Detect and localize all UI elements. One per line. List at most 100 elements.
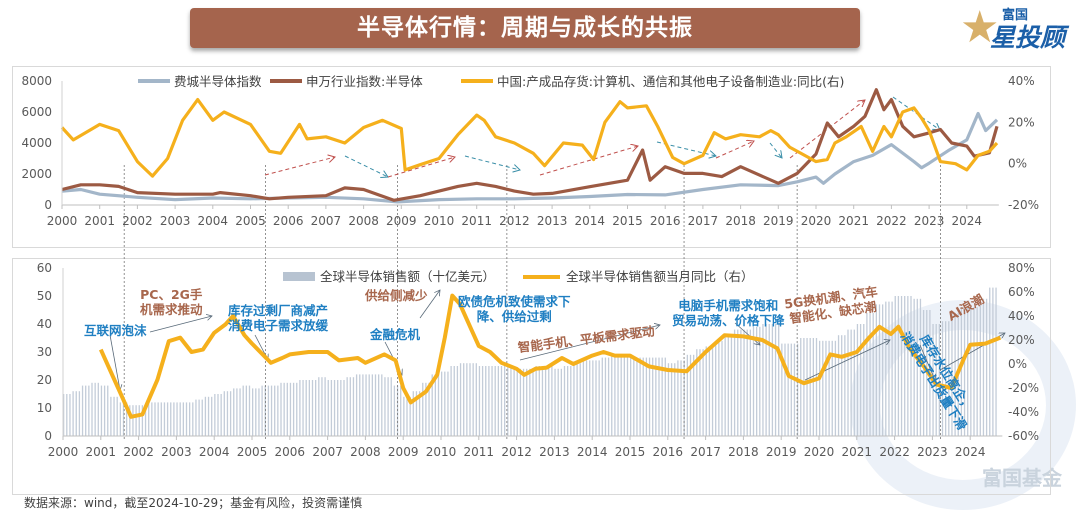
y-left-tick-label: 10 xyxy=(37,401,52,415)
sales-bar xyxy=(63,394,65,436)
x-tick-label: 2011 xyxy=(464,445,495,459)
x-tick-label: 2018 xyxy=(725,214,756,228)
sales-bar xyxy=(330,380,333,436)
sales-bar xyxy=(381,374,383,436)
sales-bar xyxy=(418,391,421,436)
sales-bar xyxy=(708,346,711,436)
x-tick-label: 2019 xyxy=(766,445,797,459)
sales-bar xyxy=(592,360,594,436)
sales-bar xyxy=(368,374,370,436)
annotation-line: PC、2G手 xyxy=(140,287,203,302)
sales-bar xyxy=(976,307,978,436)
sales-bar xyxy=(97,382,99,436)
x-tick-label: 2020 xyxy=(804,445,835,459)
sales-bar xyxy=(831,340,833,436)
sales-bar xyxy=(721,340,723,436)
sales-bar xyxy=(733,329,736,436)
x-tick-label: 2002 xyxy=(123,445,154,459)
sales-bar xyxy=(286,382,288,436)
sales-bar xyxy=(425,382,427,436)
x-tick-label: 2000 xyxy=(48,445,79,459)
sales-bar xyxy=(677,360,679,436)
sales-bar xyxy=(882,304,884,436)
annotation-line: 欧债危机致使需求下 xyxy=(458,294,571,309)
x-tick-label: 2012 xyxy=(499,214,530,228)
sales-bar xyxy=(620,354,622,436)
sales-bar xyxy=(680,360,682,436)
y-right-tick-label: 20% xyxy=(1008,333,1035,347)
x-tick-label: 2024 xyxy=(955,445,986,459)
sales-bar xyxy=(982,298,985,436)
sales-bar xyxy=(686,354,688,436)
sales-bar xyxy=(730,335,733,436)
annotation-line: 库存过剩厂商减产 xyxy=(228,303,329,318)
sales-bar xyxy=(910,296,912,436)
sales-bar xyxy=(856,324,859,436)
sales-bar xyxy=(617,354,619,436)
sales-bar xyxy=(170,402,172,436)
sales-bar xyxy=(403,396,405,436)
sales-bar xyxy=(116,396,118,436)
watermark: 富国基金 xyxy=(982,466,1062,490)
sales-bar xyxy=(126,402,128,436)
sales-bar xyxy=(204,396,207,436)
sales-bar xyxy=(576,363,578,436)
sales-bar xyxy=(888,301,890,436)
sales-bar xyxy=(872,312,874,436)
annotation-line: 互联网泡沫 xyxy=(84,323,147,338)
sales-bar xyxy=(157,402,159,436)
sales-bar xyxy=(431,374,433,436)
x-tick-label: 2015 xyxy=(612,214,643,228)
sales-bar xyxy=(718,340,720,436)
sales-bar xyxy=(960,307,963,436)
sales-bar xyxy=(321,377,323,436)
sales-bar xyxy=(519,368,522,436)
y-right-tick-label: -60% xyxy=(1008,429,1039,443)
sales-bar xyxy=(299,380,301,436)
sales-bar xyxy=(491,366,493,436)
sales-bar xyxy=(784,343,786,436)
x-tick-label: 2007 xyxy=(311,214,342,228)
sales-bar xyxy=(771,324,774,436)
downtrend-arrow xyxy=(464,155,520,170)
uptrend-arrow xyxy=(387,157,455,178)
sales-bar xyxy=(497,366,499,436)
sales-bar xyxy=(81,385,84,436)
sales-bar xyxy=(135,405,137,436)
x-tick-label: 2006 xyxy=(275,445,306,459)
sales-bar xyxy=(453,366,455,436)
sales-bar xyxy=(176,402,178,436)
sales-bar xyxy=(437,374,440,436)
sales-bar xyxy=(567,366,569,436)
sales-bar xyxy=(387,377,389,436)
x-tick-label: 2010 xyxy=(424,214,455,228)
sales-bar xyxy=(226,391,229,436)
sales-bar xyxy=(242,385,244,436)
sales-bar xyxy=(472,363,474,436)
x-tick-label: 2016 xyxy=(653,445,684,459)
sales-bar xyxy=(859,324,862,436)
sales-bar xyxy=(69,394,71,436)
sales-bar xyxy=(819,340,821,436)
sales-bar xyxy=(834,340,837,436)
annotation-line: 降、供给过剩 xyxy=(476,309,552,324)
sales-bar xyxy=(623,354,625,436)
sales-bar xyxy=(693,354,695,436)
sales-bar xyxy=(485,366,487,436)
sales-bar xyxy=(195,399,197,436)
downtrend-arrow xyxy=(344,155,388,177)
x-tick-label: 2002 xyxy=(122,214,153,228)
downtrend-arrow xyxy=(769,142,782,158)
sales-bar xyxy=(916,298,918,436)
annotation-arrow xyxy=(419,290,440,319)
sales-bar xyxy=(875,304,877,436)
sales-bar xyxy=(217,394,219,436)
sales-bar xyxy=(510,366,512,436)
sales-bar xyxy=(815,338,818,436)
sales-bar xyxy=(148,402,150,436)
sales-bar xyxy=(790,343,792,436)
sales-bar xyxy=(756,326,758,436)
sales-bar xyxy=(346,377,348,436)
y-right-tick-label: 20% xyxy=(1008,115,1035,129)
annotation-line: 消费电子需求放缓 xyxy=(228,318,329,333)
